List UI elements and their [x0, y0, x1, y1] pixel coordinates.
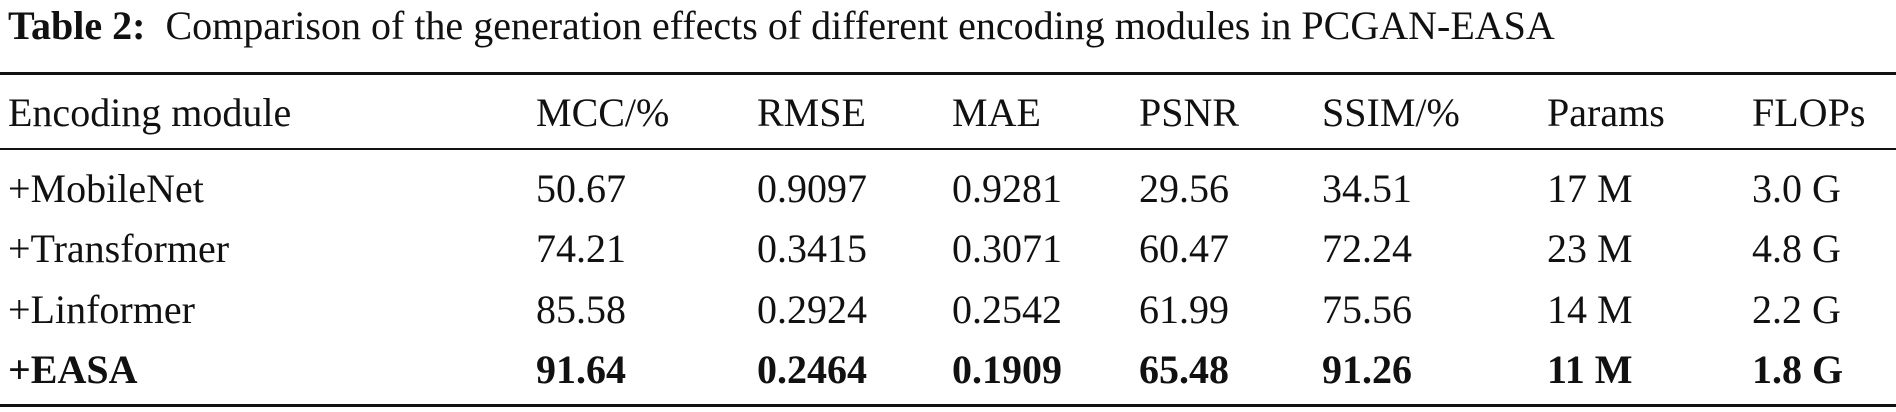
table-caption-text: Comparison of the generation effects of …	[165, 3, 1555, 48]
cell-mae: 0.3071	[952, 226, 1062, 271]
table-row: +MobileNet 50.67 0.9097 0.9281 29.56 34.…	[0, 162, 1896, 216]
cell-mcc: 91.64	[536, 347, 626, 392]
cell-psnr: 60.47	[1139, 226, 1229, 271]
table-caption: Table 2: Comparison of the generation ef…	[8, 2, 1555, 50]
cell-encoding-module: +EASA	[8, 347, 138, 392]
cell-rmse: 0.9097	[757, 166, 867, 211]
cell-encoding-module: +Transformer	[8, 226, 230, 271]
cell-mcc: 85.58	[536, 287, 626, 332]
cell-params: 14 M	[1547, 287, 1633, 332]
cell-encoding-module: +MobileNet	[8, 166, 204, 211]
table-row: +Transformer 74.21 0.3415 0.3071 60.47 7…	[0, 222, 1896, 276]
cell-mae: 0.9281	[952, 166, 1062, 211]
cell-mae: 0.1909	[952, 347, 1062, 392]
cell-rmse: 0.2464	[757, 347, 867, 392]
header-rmse: RMSE	[757, 90, 866, 135]
cell-psnr: 65.48	[1139, 347, 1229, 392]
header-ssim: SSIM/%	[1322, 90, 1460, 135]
header-flops: FLOPs	[1752, 90, 1866, 135]
cell-flops: 4.8 G	[1752, 226, 1841, 271]
cell-params: 17 M	[1547, 166, 1633, 211]
cell-params: 11 M	[1547, 347, 1633, 392]
cell-flops: 1.8 G	[1752, 347, 1844, 392]
bottom-rule	[0, 404, 1896, 407]
header-mcc: MCC/%	[536, 90, 670, 135]
cell-ssim: 75.56	[1322, 287, 1412, 332]
cell-ssim: 72.24	[1322, 226, 1412, 271]
table-row: +Linformer 85.58 0.2924 0.2542 61.99 75.…	[0, 283, 1896, 337]
cell-psnr: 61.99	[1139, 287, 1229, 332]
header-encoding-module: Encoding module	[8, 90, 292, 135]
cell-ssim: 91.26	[1322, 347, 1412, 392]
cell-ssim: 34.51	[1322, 166, 1412, 211]
header-mae: MAE	[952, 90, 1041, 135]
header-rule	[0, 148, 1896, 150]
top-rule	[0, 72, 1896, 75]
cell-flops: 2.2 G	[1752, 287, 1841, 332]
header-params: Params	[1547, 90, 1665, 135]
header-psnr: PSNR	[1139, 90, 1240, 135]
cell-rmse: 0.3415	[757, 226, 867, 271]
cell-flops: 3.0 G	[1752, 166, 1841, 211]
cell-params: 23 M	[1547, 226, 1633, 271]
cell-mae: 0.2542	[952, 287, 1062, 332]
cell-rmse: 0.2924	[757, 287, 867, 332]
cell-mcc: 74.21	[536, 226, 626, 271]
table-header-row: Encoding module MCC/% RMSE MAE PSNR SSIM…	[0, 86, 1896, 140]
cell-encoding-module: +Linformer	[8, 287, 195, 332]
table-caption-label: Table 2:	[8, 3, 146, 48]
cell-mcc: 50.67	[536, 166, 626, 211]
table-row-highlighted: +EASA 91.64 0.2464 0.1909 65.48 91.26 11…	[0, 343, 1896, 397]
cell-psnr: 29.56	[1139, 166, 1229, 211]
